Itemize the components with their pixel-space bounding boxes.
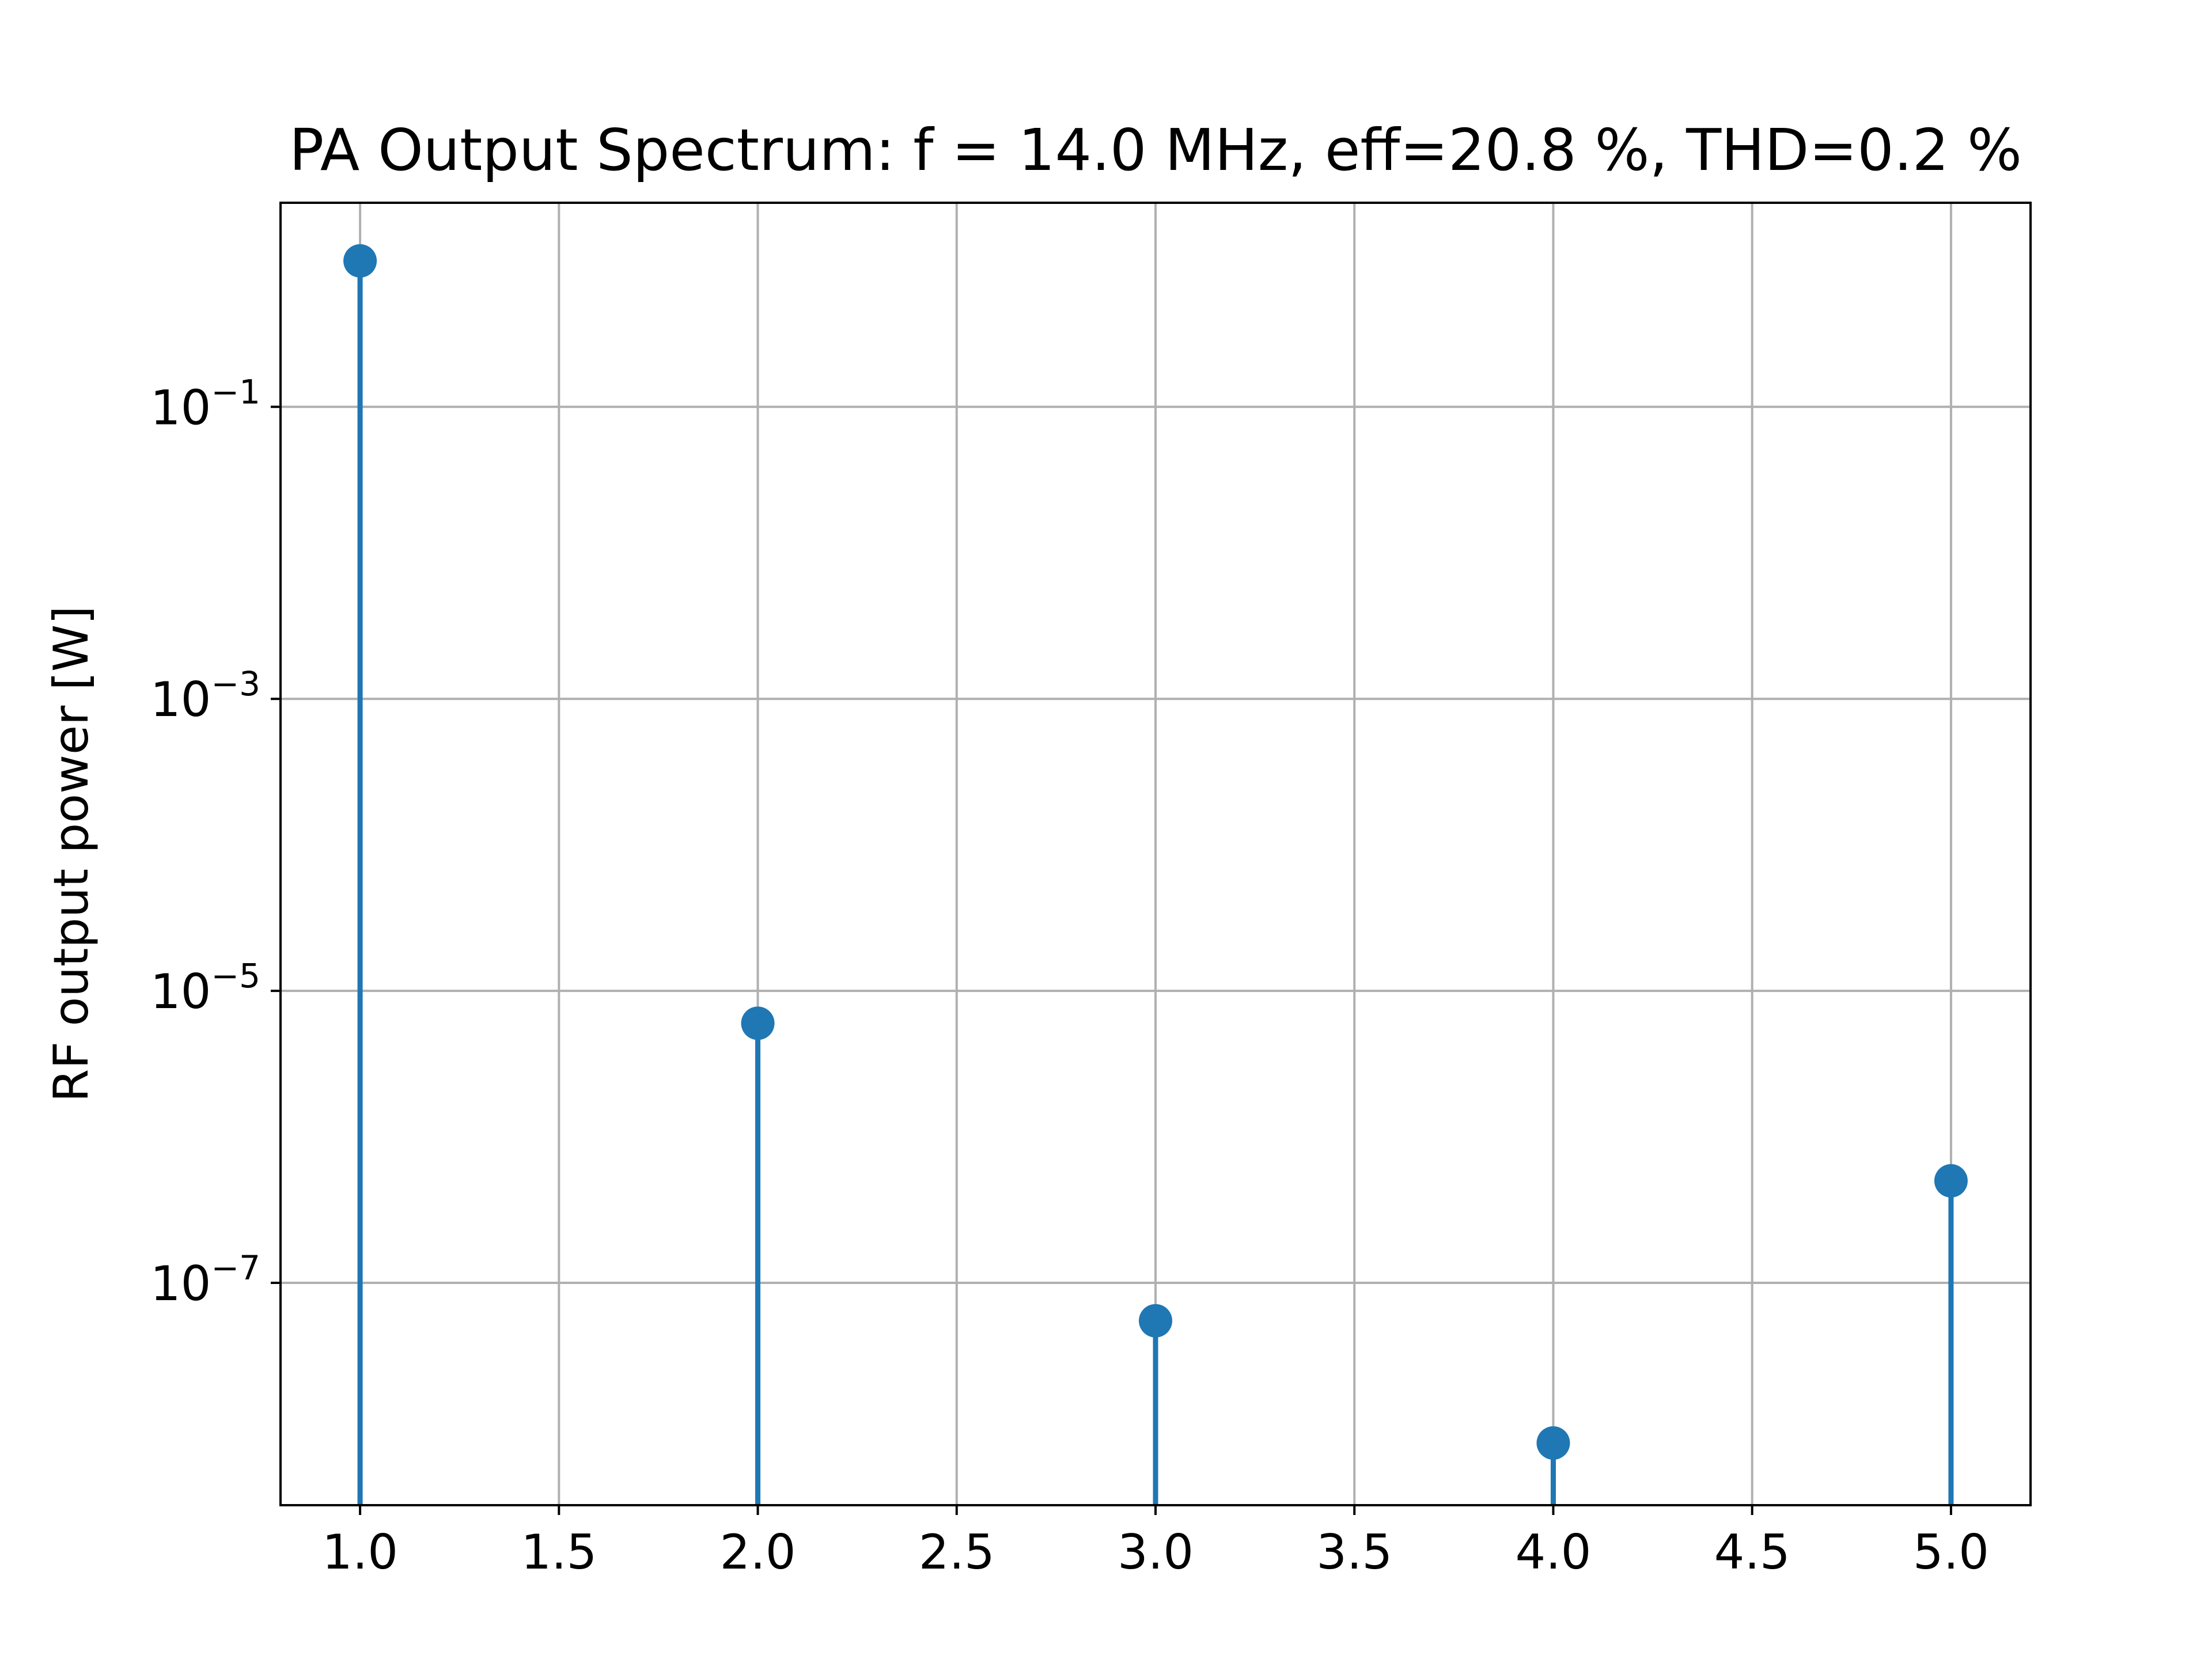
stem-marker <box>1139 1304 1172 1338</box>
stem-layer <box>343 244 1968 1505</box>
x-tick-label: 1.0 <box>322 1524 398 1580</box>
y-tick-label: 10−5 <box>150 956 260 1020</box>
x-tick-label: 1.5 <box>521 1524 597 1580</box>
stem-marker <box>1536 1426 1570 1460</box>
y-tick-label: 10−7 <box>150 1248 260 1312</box>
x-tick-label: 3.5 <box>1316 1524 1392 1580</box>
x-tick-label: 4.0 <box>1515 1524 1591 1580</box>
stem-marker <box>1934 1164 1968 1198</box>
tick-layer: 1.0 1.5 2.0 2.5 3.0 3.5 4.0 4.5 5.0 10−1 10−3 10−5 1… <box>150 372 1989 1580</box>
y-axis-label: RF output power [W] <box>43 606 99 1103</box>
grid-layer <box>281 203 2031 1505</box>
x-tick-label: 4.5 <box>1714 1524 1790 1580</box>
x-tick-label: 5.0 <box>1913 1524 1989 1580</box>
x-tick-label: 3.0 <box>1118 1524 1194 1580</box>
stem-marker <box>343 244 377 278</box>
y-tick-label: 10−1 <box>150 372 260 435</box>
stem-marker <box>741 1006 775 1040</box>
x-tick-label: 2.5 <box>919 1524 995 1580</box>
x-tick-label: 2.0 <box>720 1524 796 1580</box>
chart-title: PA Output Spectrum: f = 14.0 MHz, eff=20… <box>289 116 2022 184</box>
y-tick-label: 10−3 <box>150 664 260 728</box>
